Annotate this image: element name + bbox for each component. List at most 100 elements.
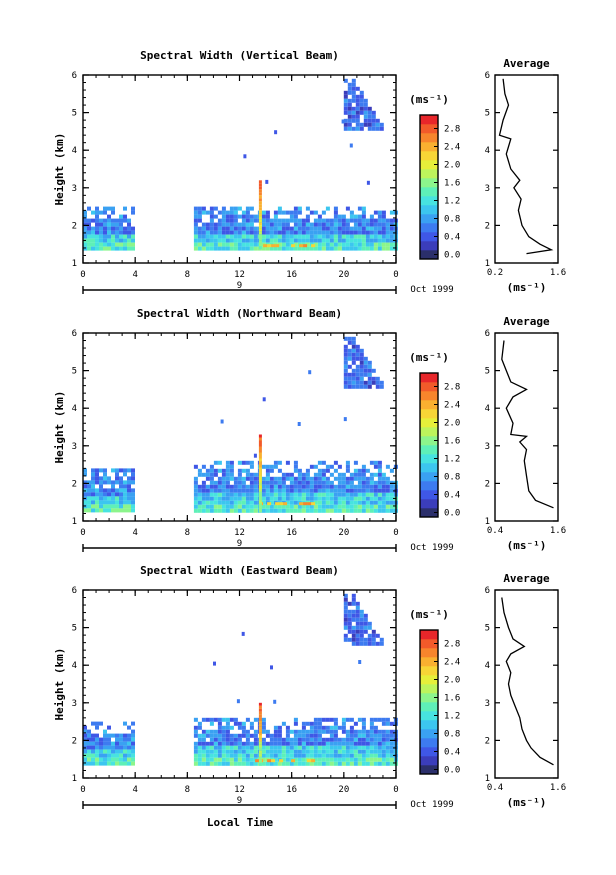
heatmap-cell [95,468,99,473]
heatmap-cell [229,484,234,489]
heatmap-cell [220,419,224,424]
heatmap-cell [361,729,366,734]
heatmap-cell [111,753,115,758]
heatmap-cell [359,613,364,618]
heatmap-cell [217,234,222,239]
colorbar-tick-label: 2.8 [444,125,460,135]
heatmap-cell [355,352,360,357]
heatmap-cell [111,500,115,505]
heatmap-cell [273,214,278,219]
spike-cell [258,216,262,220]
heatmap-cell [329,218,334,223]
heatmap-cell [197,484,202,489]
heatmap-cell [351,82,356,87]
heatmap-cell [281,753,286,758]
heatmap-cell [265,745,270,750]
heatmap-cell [365,504,370,509]
heatmap-cell [357,717,362,722]
heatmap-cell [249,741,254,746]
heatmap-cell [367,368,372,373]
heatmap-cell [225,749,230,754]
heatmap-cell [329,480,334,485]
heatmap-cell [213,226,218,231]
heatmap-cell [363,106,368,111]
heatmap-cell [337,246,342,251]
heatmap-cell [225,222,230,227]
heatmap-cell [221,725,226,730]
heatmap-cell [353,234,358,239]
heatmap-cell [349,729,354,734]
heatmap-cell [293,500,298,505]
heatmap-cell [265,496,270,501]
heatmap-cell [241,468,246,473]
heatmap-cell [123,488,127,493]
heatmap-cell [381,242,386,247]
heatmap-cell [351,352,356,357]
heatmap-cell [309,230,314,235]
y-tick-label: 1 [72,517,77,527]
heatmap-cell [359,90,364,95]
colorbar-swatch [420,241,438,251]
colorbar-tick-label: 1.2 [444,197,460,207]
heatmap-cell [337,242,342,247]
spike-cell [258,458,262,462]
heatmap-cell [341,226,346,231]
heatmap-cell [309,721,314,726]
date-label: Oct 1999 [410,800,453,810]
heatmap-cell [281,222,286,227]
heatmap-cell [369,488,374,493]
heatmap-cell [269,488,274,493]
heatmap-cell [359,641,364,646]
heatmap-cell [308,370,312,375]
heatmap-cell [337,226,342,231]
heatmap-cell [293,460,298,465]
heatmap-cell [253,476,258,481]
heatmap-cell [355,110,360,115]
heatmap-cell [237,496,242,501]
heatmap-cell [87,230,91,235]
heatmap-cell [309,210,314,215]
heatmap-cell [285,460,290,465]
heatmap-cell [237,238,242,243]
heatmap-cell [253,472,258,477]
heatmap-cell [369,749,374,754]
heatmap-cell [261,508,266,513]
heatmap-cell [236,699,240,704]
heatmap-cell [329,745,334,750]
heatmap-cell [333,504,338,509]
spike-cell [258,246,262,250]
heatmap-cell [201,226,206,231]
heatmap-cell [369,226,374,231]
heatmap-cell [115,226,119,231]
heatmap-cell [353,488,358,493]
heatmap-cell [347,621,352,626]
heatmap-cell [359,352,364,357]
heatmap-cell [321,472,326,477]
heatmap-cell [243,154,247,159]
heatmap-cell [373,492,378,497]
heatmap-cell [95,230,99,235]
heatmap-cell [297,496,302,501]
heatmap-cell [389,218,394,223]
heatmap-cell [301,496,306,501]
heatmap-cell [357,504,362,509]
heatmap-cell [333,761,338,766]
heatmap-cell [99,484,103,489]
heatmap-cell [321,753,326,758]
colorbar-tick-label: 2.8 [444,640,460,650]
heatmap-cell [237,230,242,235]
heatmap-cell [111,757,115,762]
heatmap-cell [353,238,358,243]
heatmap-cell [385,508,390,513]
heatmap-cell [375,126,380,131]
heatmap-cell [111,504,115,509]
heatmap-cell [197,226,202,231]
heatmap-cell [341,472,346,477]
heatmap-cell [373,729,378,734]
heatmap-cell [225,214,230,219]
heatmap-cell [131,496,135,501]
heatmap-cell [317,729,322,734]
heatmap-cell [269,500,274,505]
heatmap-cell [333,725,338,730]
